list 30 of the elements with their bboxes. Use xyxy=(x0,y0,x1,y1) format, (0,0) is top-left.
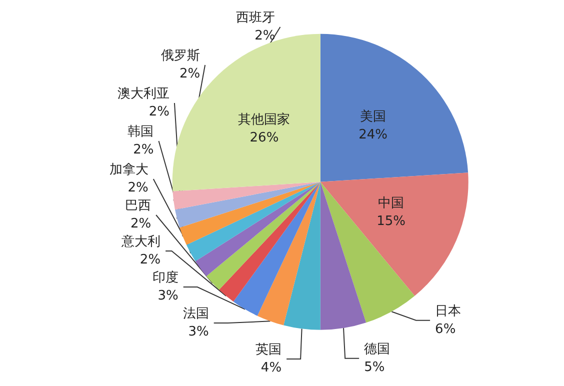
slice-label: 日本 xyxy=(435,304,462,319)
data-label: 2% xyxy=(133,142,154,158)
slice-label: 德国 xyxy=(364,342,390,357)
slice-label: 意大利 xyxy=(120,234,161,250)
data-label: 5% xyxy=(364,360,385,375)
data-label: 6% xyxy=(435,322,456,337)
slice-label: 巴西 xyxy=(125,198,152,214)
slice-label: 西班牙 xyxy=(236,10,276,26)
data-label: 2% xyxy=(128,180,148,196)
data-label: 2% xyxy=(254,28,276,44)
slice-label: 澳大利亚 xyxy=(117,86,170,102)
data-label: 2% xyxy=(148,104,170,120)
data-label: 3% xyxy=(188,324,209,340)
slice-label: 俄罗斯 xyxy=(161,48,200,64)
data-label: 4% xyxy=(260,360,282,376)
slice-label: 印度 xyxy=(152,270,178,286)
slice-label: 加拿大 xyxy=(109,162,148,178)
slice-label: 韩国 xyxy=(128,124,154,140)
slice-label: 中国 xyxy=(378,196,404,211)
data-label: 24% xyxy=(358,127,388,142)
data-label: 2% xyxy=(179,66,200,82)
slice-label: 英国 xyxy=(256,342,282,358)
slice-label: 其他国家 xyxy=(238,112,290,128)
data-label: 2% xyxy=(130,216,152,232)
data-label: 26% xyxy=(250,130,279,146)
data-label: 3% xyxy=(158,288,178,304)
data-label: 2% xyxy=(140,252,161,268)
data-label: 15% xyxy=(376,214,406,229)
slice-label: 美国 xyxy=(360,108,386,124)
slice-label: 法国 xyxy=(182,306,209,322)
